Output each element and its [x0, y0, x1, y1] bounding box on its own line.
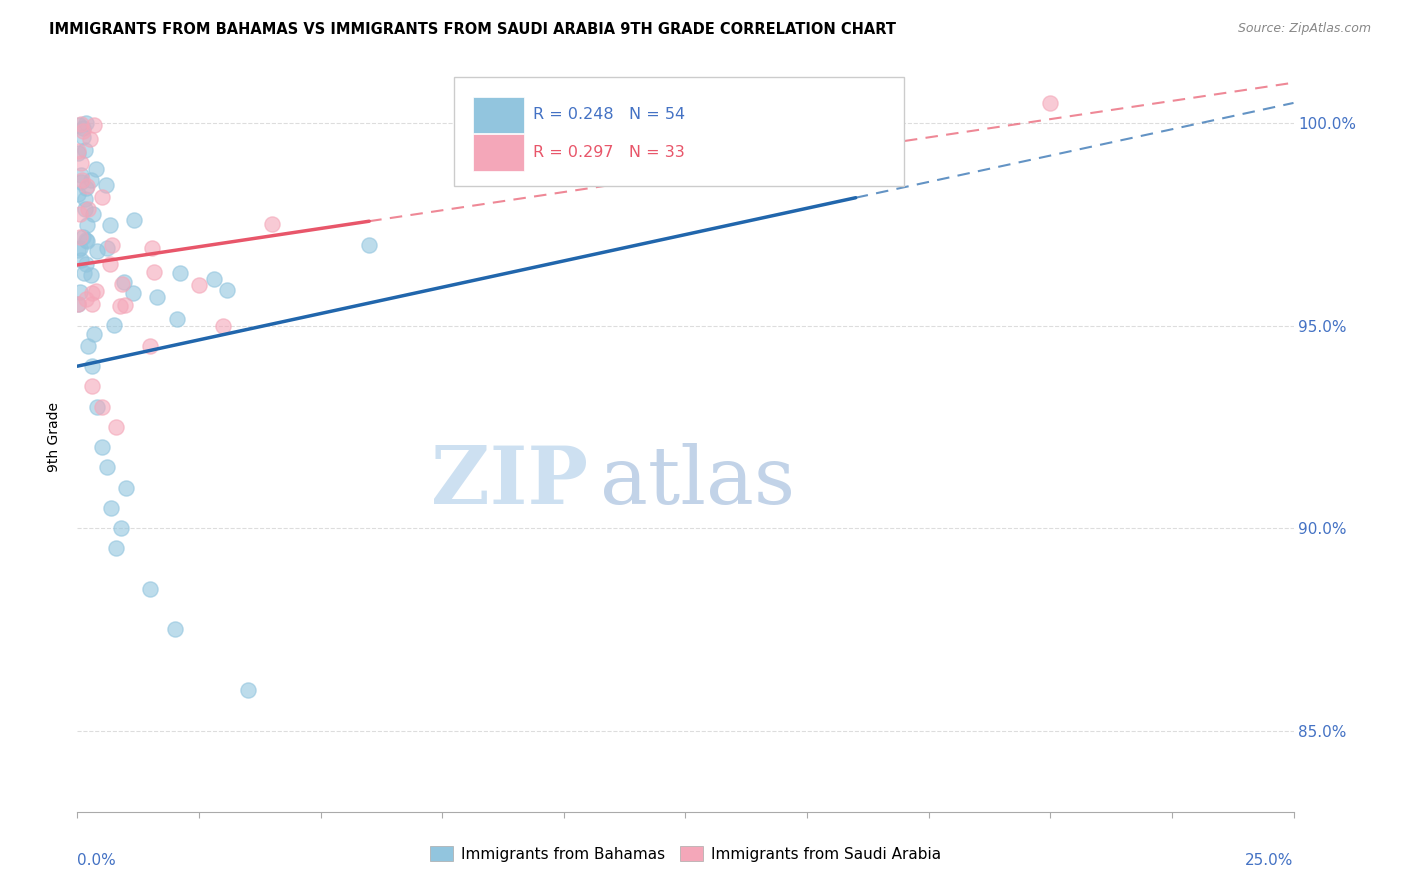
Point — [69, 156, 91, 170]
Point — [98, 257, 121, 271]
Point — [75, 143, 97, 157]
Point — [79, 132, 101, 146]
Point — [139, 339, 162, 353]
Point — [75, 181, 97, 195]
Point — [166, 312, 188, 326]
Point — [260, 218, 283, 232]
Point — [72, 120, 94, 135]
Point — [80, 286, 103, 301]
Point — [96, 460, 118, 475]
Point — [76, 235, 98, 249]
Point — [75, 233, 97, 247]
Point — [70, 253, 93, 268]
Point — [96, 178, 118, 193]
Point — [76, 218, 98, 232]
Point — [115, 481, 138, 495]
Text: Source: ZipAtlas.com: Source: ZipAtlas.com — [1237, 22, 1371, 36]
Point — [83, 118, 105, 132]
Point — [67, 297, 90, 311]
Point — [66, 144, 89, 158]
Point — [80, 359, 103, 374]
FancyBboxPatch shape — [472, 134, 523, 170]
Point — [77, 338, 100, 352]
Point — [111, 277, 134, 292]
Point — [77, 202, 100, 216]
Point — [142, 265, 165, 279]
Point — [1039, 95, 1062, 110]
Text: 25.0%: 25.0% — [1246, 853, 1294, 868]
Point — [90, 440, 112, 454]
Point — [163, 623, 186, 637]
Text: 0.0%: 0.0% — [77, 853, 117, 868]
Y-axis label: 9th Grade: 9th Grade — [48, 402, 62, 472]
Point — [72, 230, 94, 244]
Point — [139, 582, 162, 596]
Text: atlas: atlas — [600, 443, 796, 521]
Point — [105, 420, 128, 434]
Point — [73, 202, 96, 216]
Point — [72, 124, 94, 138]
Point — [76, 178, 98, 193]
Text: IMMIGRANTS FROM BAHAMAS VS IMMIGRANTS FROM SAUDI ARABIA 9TH GRADE CORRELATION CH: IMMIGRANTS FROM BAHAMAS VS IMMIGRANTS FR… — [49, 22, 896, 37]
Point — [80, 268, 103, 282]
Point — [122, 213, 145, 227]
Point — [86, 400, 108, 414]
Point — [215, 283, 238, 297]
Point — [108, 299, 131, 313]
Point — [73, 267, 96, 281]
Point — [67, 187, 90, 202]
Point — [100, 500, 122, 515]
Point — [83, 326, 105, 341]
Point — [114, 298, 136, 312]
FancyBboxPatch shape — [472, 96, 523, 133]
Text: R = 0.297   N = 33: R = 0.297 N = 33 — [533, 145, 685, 160]
Point — [69, 207, 91, 221]
Point — [75, 257, 97, 271]
Point — [146, 290, 169, 304]
Point — [122, 286, 145, 301]
Point — [110, 521, 132, 535]
Point — [70, 173, 93, 187]
Point — [80, 296, 103, 310]
Point — [67, 119, 90, 133]
Point — [69, 175, 91, 189]
Point — [112, 275, 135, 289]
FancyBboxPatch shape — [454, 78, 904, 186]
Point — [96, 242, 118, 256]
Point — [80, 379, 103, 393]
Point — [188, 278, 211, 293]
Point — [66, 297, 89, 311]
Point — [70, 168, 93, 182]
Point — [90, 400, 112, 414]
Point — [105, 541, 128, 556]
Point — [202, 271, 225, 285]
Point — [84, 284, 107, 298]
Point — [72, 129, 94, 144]
Point — [69, 285, 91, 299]
Point — [236, 683, 259, 698]
Point — [359, 237, 381, 252]
Point — [67, 145, 90, 160]
Point — [66, 243, 89, 257]
Point — [80, 173, 103, 187]
Point — [86, 244, 108, 258]
Legend: Immigrants from Bahamas, Immigrants from Saudi Arabia: Immigrants from Bahamas, Immigrants from… — [425, 840, 946, 868]
Point — [84, 161, 107, 176]
Point — [75, 293, 97, 307]
Point — [70, 117, 93, 131]
Point — [141, 241, 163, 255]
Point — [82, 207, 104, 221]
Point — [75, 116, 97, 130]
Point — [212, 318, 235, 333]
Point — [90, 190, 112, 204]
Point — [101, 237, 124, 252]
Point — [98, 219, 121, 233]
Point — [169, 266, 191, 280]
Point — [103, 318, 125, 332]
Point — [73, 193, 96, 207]
Point — [69, 240, 91, 254]
Point — [69, 230, 91, 244]
Text: R = 0.248   N = 54: R = 0.248 N = 54 — [533, 107, 686, 122]
Text: ZIP: ZIP — [432, 443, 588, 521]
